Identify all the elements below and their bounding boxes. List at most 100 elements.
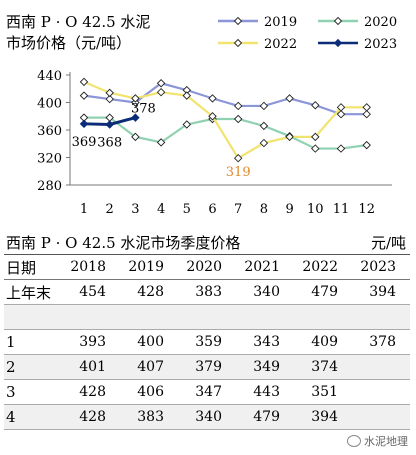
legend-item: 2019 (218, 15, 297, 30)
x-tick-label: 8 (260, 202, 268, 217)
table-cell (352, 355, 410, 380)
series-line (84, 116, 367, 150)
data-point (285, 94, 294, 103)
x-tick-label: 11 (333, 202, 350, 217)
table-cell: 349 (253, 359, 280, 375)
data-point (233, 101, 243, 111)
data-point (259, 121, 269, 131)
table-cell: 401 (79, 359, 106, 375)
table-cell: 374 (311, 359, 338, 375)
table-cell: 428 (79, 409, 106, 425)
data-point (156, 79, 166, 88)
row-label: 1 (6, 333, 16, 351)
legend-label: 2020 (364, 15, 397, 30)
table-cell (178, 305, 236, 330)
data-point (233, 153, 243, 163)
x-axis: 1 2 3 4 5 6 7 8 9 10 11 12 (70, 184, 392, 217)
table-cell: 394 (369, 284, 396, 300)
header-year: 2022 (302, 259, 338, 275)
data-point (362, 109, 371, 119)
x-tick-label: 3 (131, 202, 139, 217)
table-cell: 454 (79, 284, 106, 300)
table-cell (352, 305, 410, 330)
table-row: 2 401 407 379 349 374 (4, 354, 410, 380)
table-cell: 378 (369, 334, 396, 350)
table-cell (62, 305, 120, 330)
table-cell (236, 305, 294, 330)
legend-label: 2023 (364, 37, 397, 52)
data-point (259, 138, 269, 148)
header-year: 2019 (128, 259, 164, 275)
x-tick-label: 4 (157, 202, 165, 217)
table-cell: 340 (253, 284, 280, 300)
row-label: 2 (6, 358, 16, 376)
table-cell: 359 (195, 334, 222, 350)
table-title: 西南 P · O 42.5 水泥市场季度价格 (6, 234, 241, 252)
legend-item: 2020 (318, 15, 397, 30)
table-cell: 351 (311, 384, 338, 400)
table-cell: 383 (195, 284, 222, 300)
data-point (105, 88, 114, 98)
series-layer (79, 77, 371, 163)
data-point (105, 120, 114, 129)
legend-marker (233, 16, 243, 26)
y-axis: 280 320 360 400 440 (37, 69, 71, 194)
data-point (131, 113, 140, 122)
header-year: 2021 (244, 259, 280, 275)
legend-item: 2022 (218, 37, 297, 52)
data-point (131, 94, 140, 103)
data-point (182, 120, 192, 129)
y-tick-label: 360 (37, 124, 62, 139)
table-cell: 379 (195, 359, 222, 375)
header-year: 2018 (70, 259, 106, 275)
series-2022 (79, 77, 371, 163)
table-unit: 元/吨 (370, 234, 406, 252)
table-cell: 409 (311, 334, 338, 350)
data-point (79, 77, 89, 87)
table-cell: 383 (137, 409, 164, 425)
legend-marker (333, 38, 343, 48)
data-point (233, 114, 243, 124)
watermark-text: 水泥地理 (364, 435, 408, 448)
table-cell: 394 (311, 409, 338, 425)
data-point (79, 91, 89, 100)
data-point (311, 132, 320, 142)
data-point (311, 144, 320, 153)
row-label (4, 305, 62, 330)
table-row: 4 428 383 340 479 394 (4, 404, 410, 430)
series-line (83, 80, 367, 160)
data-point (208, 112, 217, 121)
table-cell: 340 (195, 409, 222, 425)
data-point (156, 87, 166, 97)
table-row: 3 428 406 347 443 351 (4, 380, 410, 405)
data-labels: 369 368 378 319 (72, 102, 251, 181)
header-date: 日期 (6, 258, 37, 277)
table-row: 1 393 400 359 343 409 378 (4, 330, 410, 355)
data-point (362, 103, 371, 112)
x-tick-label: 1 (80, 202, 88, 217)
x-tick-label: 12 (358, 202, 375, 217)
x-tick-label: 6 (208, 202, 216, 217)
data-point (259, 101, 269, 111)
data-label: 368 (97, 136, 122, 151)
series-line (83, 82, 367, 116)
data-point (336, 144, 346, 153)
table-cell: 428 (79, 384, 106, 400)
table-cell: 479 (253, 409, 280, 425)
series-2023 (79, 113, 140, 129)
legend-marker (233, 38, 243, 48)
header-year: 2020 (186, 259, 222, 275)
data-point (311, 101, 320, 110)
legend-label: 2019 (264, 15, 297, 30)
quarterly-price-table: 日期 2018 2019 2020 2021 2022 2023 上年末 454 4… (4, 254, 410, 430)
data-point (156, 138, 166, 147)
wechat-icon (347, 435, 361, 447)
data-label: 319 (226, 165, 251, 180)
data-point (336, 103, 346, 112)
data-point (131, 132, 140, 142)
x-tick-label: 7 (234, 202, 242, 217)
y-tick-label: 400 (37, 97, 62, 112)
watermark: 水泥地理 (347, 433, 408, 449)
table-cell: 428 (137, 284, 164, 300)
